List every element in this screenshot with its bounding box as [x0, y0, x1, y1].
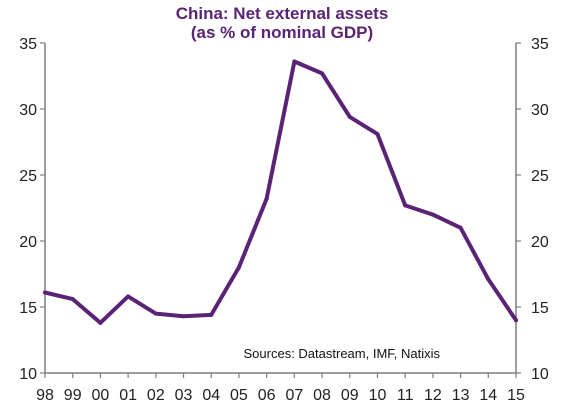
data-point [98, 320, 103, 325]
data-point [320, 71, 325, 76]
x-ticks: 98 99 00 01 02 03 04 05 06 07 08 09 10 11 12 13 14 15 [36, 373, 525, 404]
x-tick-label: 07 [285, 387, 303, 404]
x-tick-label: 06 [258, 387, 276, 404]
x-tick-label: 02 [147, 387, 165, 404]
x-tick-label: 01 [119, 387, 137, 404]
right-y-tick-label: 35 [531, 36, 549, 53]
data-point [430, 212, 435, 217]
x-tick-label: 12 [424, 387, 442, 404]
data-point [209, 312, 214, 317]
x-tick-label: 10 [369, 387, 387, 404]
data-point [264, 196, 269, 201]
data-point [458, 225, 463, 230]
right-y-tick-label: 10 [531, 366, 549, 383]
x-tick-label: 04 [202, 387, 220, 404]
data-point [375, 132, 380, 137]
left-y-tick-label: 30 [19, 102, 37, 119]
data-point [126, 294, 131, 299]
x-tick-label: 03 [175, 387, 193, 404]
x-tick-label: 13 [452, 387, 470, 404]
data-points [43, 59, 518, 325]
x-tick-label: 99 [64, 387, 82, 404]
data-point [486, 277, 491, 282]
x-tick-label: 09 [341, 387, 359, 404]
left-y-tick-label: 35 [19, 36, 37, 53]
data-point [43, 290, 47, 295]
x-tick-label: 14 [479, 387, 497, 404]
left-y-tick-label: 25 [19, 168, 37, 185]
left-y-tick-label: 10 [19, 366, 37, 383]
x-tick-label: 08 [313, 387, 331, 404]
data-point [70, 297, 75, 302]
left-y-tick-label: 15 [19, 300, 37, 317]
x-tick-label: 11 [397, 387, 414, 404]
data-point [347, 114, 352, 119]
right-y-ticks: 10 15 20 25 30 35 [516, 36, 549, 383]
source-note: Sources: Datastream, IMF, Natixis [244, 346, 441, 361]
data-point [181, 314, 186, 319]
data-point [153, 311, 158, 316]
data-point [403, 203, 408, 208]
x-tick-label: 98 [36, 387, 54, 404]
data-point [292, 59, 297, 64]
chart-title: China: Net external assets [176, 4, 389, 23]
data-point [514, 318, 518, 323]
x-tick-label: 15 [507, 387, 525, 404]
series-line [43, 59, 518, 325]
left-y-tick-label: 20 [19, 234, 37, 251]
right-y-tick-label: 20 [531, 234, 549, 251]
data-point [236, 265, 241, 270]
x-tick-label: 05 [230, 387, 248, 404]
x-tick-label: 00 [92, 387, 110, 404]
chart-subtitle: (as % of nominal GDP) [191, 23, 373, 42]
left-y-ticks: 10 15 20 25 30 35 [19, 36, 45, 383]
right-y-tick-label: 30 [531, 102, 549, 119]
right-y-tick-label: 15 [531, 300, 549, 317]
right-y-tick-label: 25 [531, 168, 549, 185]
